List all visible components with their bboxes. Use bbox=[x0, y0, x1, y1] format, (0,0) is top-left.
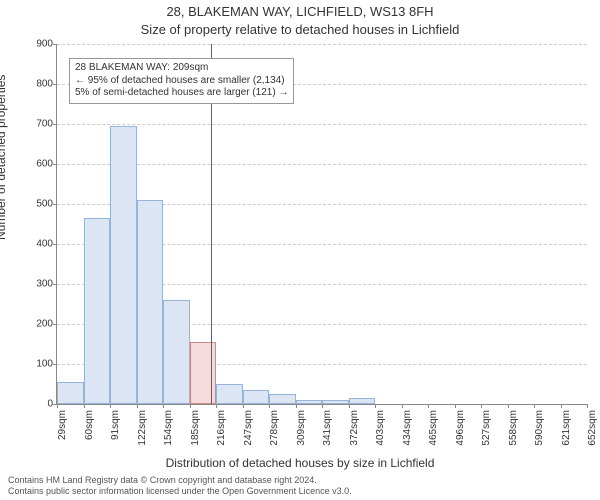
xtick-label: 372sqm bbox=[349, 410, 360, 446]
chart-plot-area: 010020030040050060070080090029sqm60sqm91… bbox=[56, 44, 587, 405]
ytick-mark bbox=[53, 244, 57, 245]
ytick-mark bbox=[53, 84, 57, 85]
ytick-label: 400 bbox=[36, 239, 53, 250]
xtick-label: 496sqm bbox=[455, 410, 466, 446]
xtick-mark bbox=[163, 404, 164, 408]
xtick-label: 403sqm bbox=[375, 410, 386, 446]
xtick-label: 154sqm bbox=[163, 410, 174, 446]
footer-attribution: Contains HM Land Registry data © Crown c… bbox=[8, 475, 352, 497]
xtick-mark bbox=[137, 404, 138, 408]
xtick-label: 341sqm bbox=[322, 410, 333, 446]
histogram-bar bbox=[110, 126, 137, 404]
xtick-label: 590sqm bbox=[534, 410, 545, 446]
histogram-bar bbox=[243, 390, 270, 404]
xtick-mark bbox=[322, 404, 323, 408]
histogram-bar bbox=[322, 400, 349, 404]
ytick-mark bbox=[53, 164, 57, 165]
x-axis-label: Distribution of detached houses by size … bbox=[0, 456, 600, 470]
histogram-bar bbox=[57, 382, 84, 404]
xtick-mark bbox=[110, 404, 111, 408]
gridline bbox=[57, 124, 587, 125]
ytick-label: 0 bbox=[47, 399, 53, 410]
ytick-label: 600 bbox=[36, 159, 53, 170]
ytick-mark bbox=[53, 324, 57, 325]
xtick-label: 60sqm bbox=[84, 410, 95, 440]
xtick-label: 558sqm bbox=[508, 410, 519, 446]
info-box-line: ← 95% of detached houses are smaller (2,… bbox=[75, 75, 288, 88]
ytick-label: 700 bbox=[36, 119, 53, 130]
histogram-bar bbox=[296, 400, 323, 404]
xtick-label: 621sqm bbox=[561, 410, 572, 446]
xtick-mark bbox=[216, 404, 217, 408]
ytick-label: 800 bbox=[36, 79, 53, 90]
ytick-mark bbox=[53, 364, 57, 365]
xtick-label: 185sqm bbox=[190, 410, 201, 446]
xtick-mark bbox=[243, 404, 244, 408]
gridline bbox=[57, 44, 587, 45]
xtick-mark bbox=[190, 404, 191, 408]
ytick-mark bbox=[53, 44, 57, 45]
xtick-mark bbox=[269, 404, 270, 408]
xtick-label: 527sqm bbox=[481, 410, 492, 446]
xtick-mark bbox=[296, 404, 297, 408]
ytick-label: 500 bbox=[36, 199, 53, 210]
info-box-line: 5% of semi-detached houses are larger (1… bbox=[75, 87, 288, 100]
histogram-bar bbox=[349, 398, 376, 404]
xtick-mark bbox=[349, 404, 350, 408]
page-title-line2: Size of property relative to detached ho… bbox=[0, 22, 600, 37]
info-box-line: 28 BLAKEMAN WAY: 209sqm bbox=[75, 62, 288, 75]
ytick-mark bbox=[53, 124, 57, 125]
xtick-label: 247sqm bbox=[243, 410, 254, 446]
xtick-mark bbox=[375, 404, 376, 408]
ytick-label: 200 bbox=[36, 319, 53, 330]
info-box: 28 BLAKEMAN WAY: 209sqm← 95% of detached… bbox=[69, 58, 294, 104]
histogram-bar bbox=[163, 300, 190, 404]
ytick-label: 100 bbox=[36, 359, 53, 370]
footer-line1: Contains HM Land Registry data © Crown c… bbox=[8, 475, 352, 486]
xtick-label: 309sqm bbox=[296, 410, 307, 446]
xtick-label: 652sqm bbox=[587, 410, 598, 446]
xtick-mark bbox=[587, 404, 588, 408]
y-axis-label: Number of detached properties bbox=[0, 75, 8, 240]
histogram-bar bbox=[137, 200, 164, 404]
ytick-mark bbox=[53, 204, 57, 205]
footer-line2: Contains public sector information licen… bbox=[8, 486, 352, 497]
xtick-label: 91sqm bbox=[110, 410, 121, 440]
histogram-bar bbox=[269, 394, 296, 404]
xtick-label: 278sqm bbox=[269, 410, 280, 446]
xtick-mark bbox=[428, 404, 429, 408]
xtick-mark bbox=[402, 404, 403, 408]
xtick-label: 434sqm bbox=[402, 410, 413, 446]
histogram-bar bbox=[84, 218, 111, 404]
xtick-mark bbox=[481, 404, 482, 408]
xtick-mark bbox=[534, 404, 535, 408]
ytick-label: 300 bbox=[36, 279, 53, 290]
ytick-label: 900 bbox=[36, 39, 53, 50]
histogram-bar bbox=[216, 384, 243, 404]
xtick-label: 465sqm bbox=[428, 410, 439, 446]
xtick-label: 216sqm bbox=[216, 410, 227, 446]
histogram-bar bbox=[190, 342, 217, 404]
ytick-mark bbox=[53, 284, 57, 285]
xtick-label: 29sqm bbox=[57, 410, 68, 440]
xtick-label: 122sqm bbox=[137, 410, 148, 446]
xtick-mark bbox=[84, 404, 85, 408]
page-title-line1: 28, BLAKEMAN WAY, LICHFIELD, WS13 8FH bbox=[0, 4, 600, 19]
xtick-mark bbox=[508, 404, 509, 408]
gridline bbox=[57, 164, 587, 165]
xtick-mark bbox=[455, 404, 456, 408]
xtick-mark bbox=[57, 404, 58, 408]
xtick-mark bbox=[561, 404, 562, 408]
